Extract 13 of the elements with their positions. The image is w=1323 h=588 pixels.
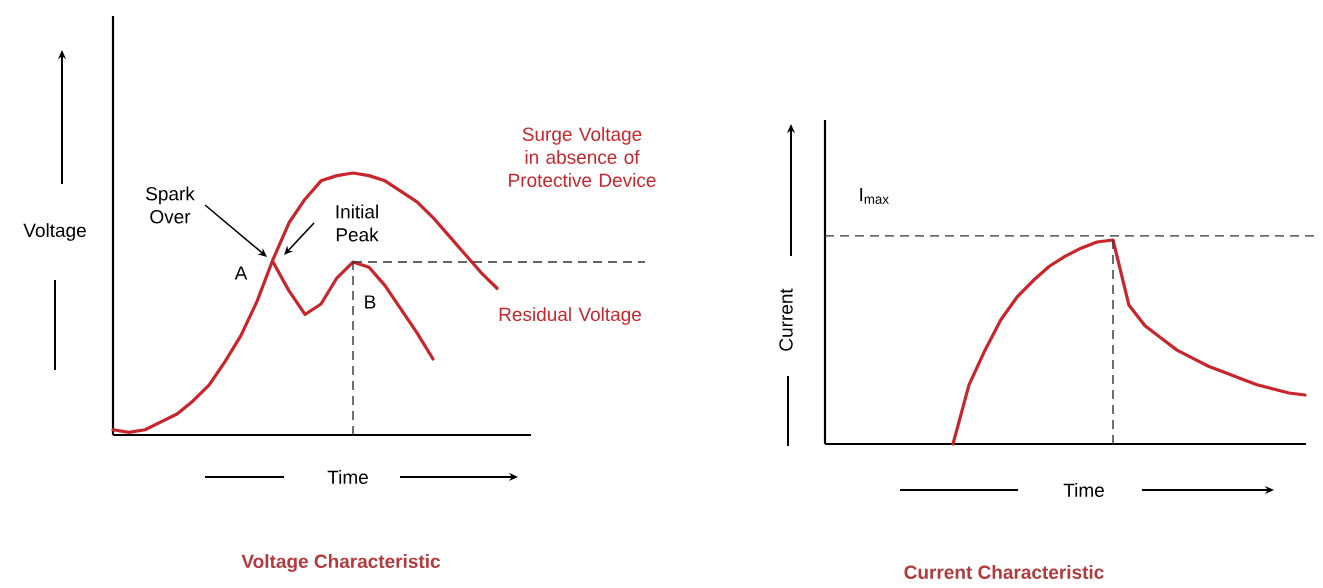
text: Voltage Characteristic xyxy=(241,554,441,572)
x-axis-title: Time xyxy=(327,470,368,484)
annotation: A xyxy=(234,266,248,280)
x-axis-title: Time xyxy=(1063,483,1104,497)
text: Current Characteristic xyxy=(904,565,1104,579)
y-axis-title: Voltage xyxy=(23,223,86,241)
text: Surge Voltage in absence of Protective Device xyxy=(509,127,656,187)
text: I$_{max}$ xyxy=(860,188,889,204)
text: Residual Voltage xyxy=(499,307,641,325)
y-axis-title: Current xyxy=(779,288,793,351)
annotation: B xyxy=(365,295,376,309)
annotation: Initial Peak xyxy=(336,204,379,242)
annotation: Spark Over xyxy=(146,186,195,224)
